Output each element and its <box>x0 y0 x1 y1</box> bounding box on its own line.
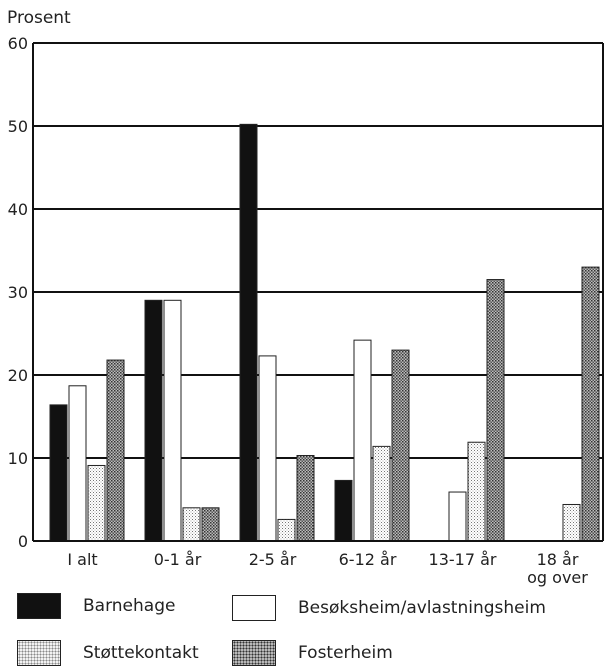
x-tick-label: 6-12 år <box>339 550 397 569</box>
bar-bes-ksheim-avlastningsheim-0 <box>68 385 87 542</box>
bar-barnehage-3 <box>334 479 353 542</box>
bar-st-ttekontakt-3 <box>372 445 391 542</box>
bar-bes-ksheim-avlastningsheim-4 <box>448 491 467 542</box>
x-tick-label: 13-17 år <box>429 550 497 569</box>
bar-fosterheim-3 <box>391 349 410 542</box>
y-tick-label: 0 <box>18 532 28 551</box>
bar-st-ttekontakt-5 <box>562 503 581 542</box>
bar-fosterheim-2 <box>296 455 315 542</box>
bar-bes-ksheim-avlastningsheim-3 <box>353 339 372 542</box>
x-tick-label: 2-5 år <box>249 550 297 569</box>
bar-barnehage-0 <box>49 404 68 542</box>
y-tick-label: 20 <box>8 366 28 385</box>
y-axis-title: Prosent <box>7 8 71 28</box>
x-tick-label: 18 år og over <box>527 550 588 587</box>
x-tick-label: I alt <box>67 550 97 569</box>
bar-st-ttekontakt-4 <box>467 441 486 542</box>
y-tick-label: 30 <box>8 283 28 302</box>
y-tick-label: 10 <box>8 449 28 468</box>
bar-barnehage-2 <box>239 123 258 542</box>
bar-st-ttekontakt-2 <box>277 518 296 542</box>
y-tick-label: 50 <box>8 117 28 136</box>
bar-barnehage-1 <box>144 299 163 542</box>
bar-fosterheim-5 <box>581 266 600 542</box>
x-tick-label: 0-1 år <box>154 550 202 569</box>
y-tick-label: 40 <box>8 200 28 219</box>
bar-fosterheim-0 <box>106 359 125 542</box>
bar-st-ttekontakt-0 <box>87 464 106 542</box>
bar-fosterheim-4 <box>486 279 505 542</box>
bar-bes-ksheim-avlastningsheim-1 <box>163 299 182 542</box>
bar-bes-ksheim-avlastningsheim-2 <box>258 355 277 542</box>
y-tick-label: 60 <box>8 34 28 53</box>
bar-st-ttekontakt-1 <box>182 507 201 542</box>
bar-fosterheim-1 <box>201 507 220 542</box>
